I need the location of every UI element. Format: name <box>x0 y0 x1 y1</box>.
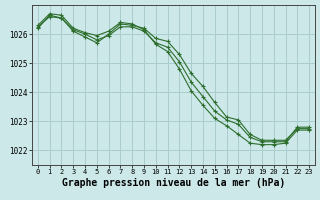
X-axis label: Graphe pression niveau de la mer (hPa): Graphe pression niveau de la mer (hPa) <box>62 178 285 188</box>
